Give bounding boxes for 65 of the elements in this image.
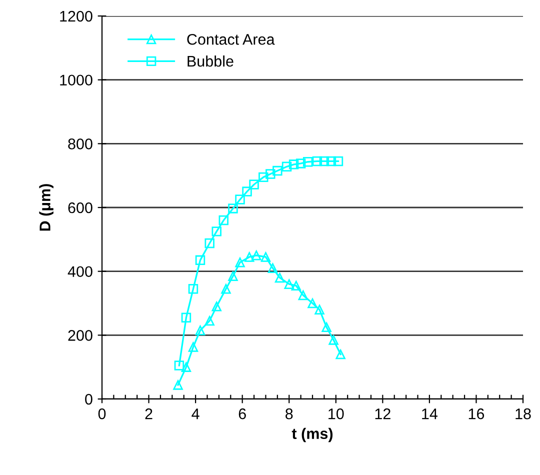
- point: [312, 156, 322, 166]
- y-tick-label: 600: [68, 202, 92, 214]
- x-tick-label: 4: [192, 408, 200, 420]
- point: [188, 342, 198, 352]
- point: [282, 162, 292, 172]
- point: [188, 284, 198, 294]
- legend-label: Contact Area: [187, 34, 275, 45]
- point: [218, 215, 228, 226]
- x-tick-label: 6: [238, 408, 246, 420]
- x-tick-label: 2: [145, 408, 152, 420]
- point: [249, 180, 259, 190]
- x-tick-label: 10: [328, 408, 344, 420]
- point: [336, 349, 346, 360]
- point: [333, 156, 344, 166]
- y-tick-label: 1000: [60, 74, 92, 86]
- point: [242, 186, 252, 196]
- point: [272, 166, 282, 176]
- point: [291, 280, 301, 291]
- point: [314, 304, 324, 314]
- point: [174, 360, 184, 370]
- legend-label: Bubble: [188, 55, 234, 67]
- point: [322, 322, 332, 332]
- y-tick-label: 800: [68, 138, 92, 150]
- y-tick-label: 1200: [60, 10, 92, 22]
- point: [284, 279, 294, 289]
- y-axis-title: D (μm): [39, 184, 54, 231]
- point: [260, 252, 271, 262]
- point: [298, 290, 308, 300]
- point: [319, 156, 330, 166]
- x-tick-label: 8: [286, 408, 293, 420]
- point: [204, 238, 214, 248]
- point: [228, 271, 238, 281]
- point: [212, 226, 222, 236]
- point: [288, 160, 299, 170]
- point: [212, 302, 222, 312]
- y-tick-label: 0: [85, 394, 92, 405]
- point: [302, 157, 313, 167]
- x-tick-label: 18: [516, 408, 531, 420]
- point: [268, 263, 278, 274]
- point: [173, 380, 183, 390]
- point: [181, 312, 192, 322]
- point: [221, 284, 231, 294]
- point: [235, 194, 245, 204]
- point: [204, 316, 214, 326]
- x-tick-label: 0: [98, 408, 106, 420]
- point: [228, 204, 238, 214]
- point: [274, 272, 285, 283]
- point: [181, 362, 192, 372]
- point: [195, 255, 206, 266]
- y-tick-label: 400: [68, 266, 92, 278]
- point: [326, 156, 336, 166]
- point: [328, 335, 338, 345]
- x-tick-label: 12: [375, 408, 390, 420]
- point: [308, 298, 318, 308]
- x-tick-label: 16: [468, 408, 484, 420]
- y-tick-label: 200: [68, 330, 92, 341]
- point: [252, 250, 262, 260]
- point: [235, 258, 245, 268]
- point: [258, 172, 268, 182]
- point: [266, 169, 276, 179]
- point: [296, 158, 306, 168]
- point: [195, 326, 206, 336]
- point: [244, 252, 254, 262]
- x-axis-title: t (ms): [292, 428, 333, 442]
- x-tick-label: 14: [422, 408, 438, 420]
